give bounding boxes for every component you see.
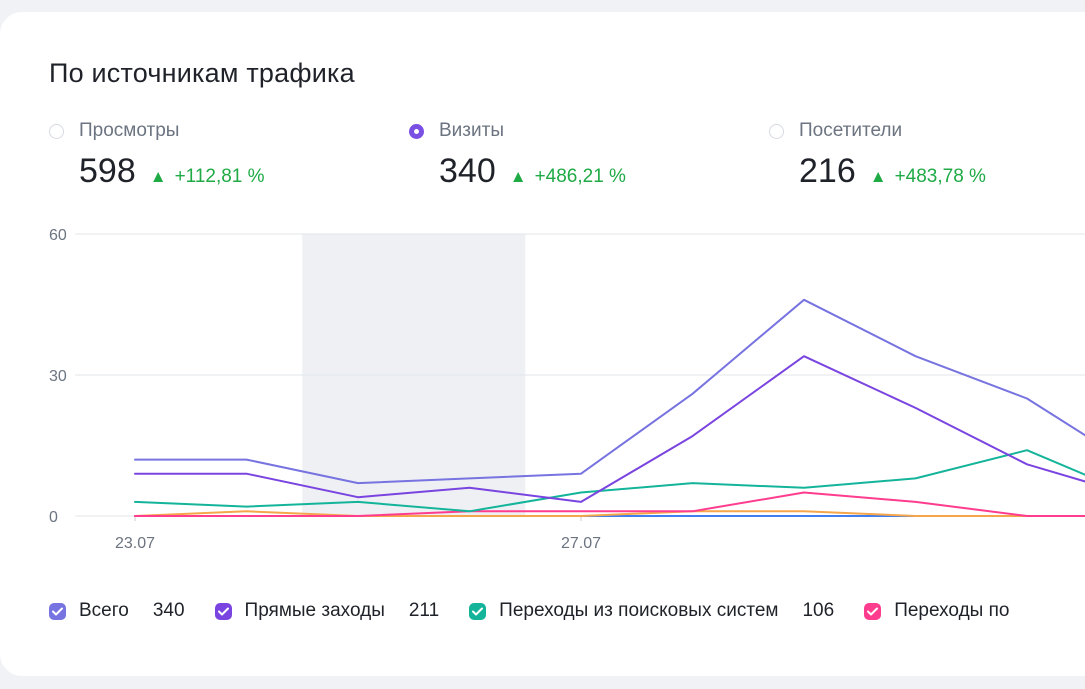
series-line-0: [134, 298, 1085, 485]
legend-count: 211: [408, 600, 440, 621]
metric-radio-visits[interactable]: [409, 123, 424, 139]
metric-radio-visitors[interactable]: [769, 123, 784, 139]
metric-label: Визиты: [439, 120, 504, 141]
metric-visits[interactable]: Визиты 340 ▲ +486,21 %: [409, 118, 626, 191]
legend-item-search[interactable]: Переходы из поисковых систем 106: [469, 600, 834, 622]
legend-label: Прямые заходы: [244, 600, 385, 621]
y-tick-label: 30: [49, 368, 67, 385]
y-tick-label: 60: [49, 227, 67, 244]
metric-label: Просмотры: [79, 120, 180, 141]
arrow-up-icon: ▲: [869, 167, 887, 186]
checkbox-checked-icon[interactable]: [214, 602, 232, 620]
metric-pageviews[interactable]: Просмотры 598 ▲ +112,81 %: [49, 118, 265, 191]
metric-value: 598: [79, 152, 136, 190]
metric-delta: +486,21 %: [534, 166, 626, 187]
checkbox-checked-icon[interactable]: [469, 602, 487, 620]
x-tick-label: 27.07: [561, 535, 601, 552]
traffic-sources-card: [0, 12, 1085, 676]
card-title: По источникам трафика: [49, 58, 355, 88]
legend-count: 106: [802, 600, 835, 621]
metric-value: 340: [439, 152, 496, 190]
arrow-up-icon: ▲: [509, 167, 527, 186]
chart-legend: Всего 340 Прямые заходы 211 Переходы из …: [49, 600, 1039, 622]
metric-delta: +112,81 %: [174, 166, 265, 187]
arrow-up-icon: ▲: [149, 167, 167, 186]
series-line-4: [134, 510, 1085, 517]
legend-count: 340: [152, 600, 185, 621]
metric-delta-wrap: ▲ +112,81 %: [150, 166, 265, 188]
checkbox-checked-icon[interactable]: [49, 602, 66, 620]
series-line-1: [134, 355, 1085, 503]
x-tick-label: 23.07: [115, 535, 155, 552]
metric-delta: +483,78 %: [894, 166, 986, 187]
checkbox-checked-icon[interactable]: [864, 602, 882, 620]
metric-radio-pageviews[interactable]: [49, 123, 64, 139]
series-line-2: [134, 449, 1085, 513]
metric-visitors[interactable]: Посетители 216 ▲ +483,78 %: [769, 118, 986, 191]
metric-label: Посетители: [799, 120, 903, 141]
legend-item-total[interactable]: Всего 340: [49, 600, 185, 622]
series-line-3: [134, 491, 1085, 517]
metric-value: 216: [799, 152, 856, 190]
legend-label: Всего: [79, 600, 129, 621]
y-tick-label: 0: [49, 509, 58, 526]
metric-delta-wrap: ▲ +483,78 %: [870, 166, 986, 188]
legend-label: Переходы из поисковых систем: [499, 600, 779, 621]
metric-delta-wrap: ▲ +486,21 %: [510, 166, 626, 188]
legend-item-direct[interactable]: Прямые заходы 211: [214, 600, 440, 622]
legend-label: Переходы по: [894, 600, 1010, 621]
legend-item-links[interactable]: Переходы по: [864, 600, 1009, 622]
